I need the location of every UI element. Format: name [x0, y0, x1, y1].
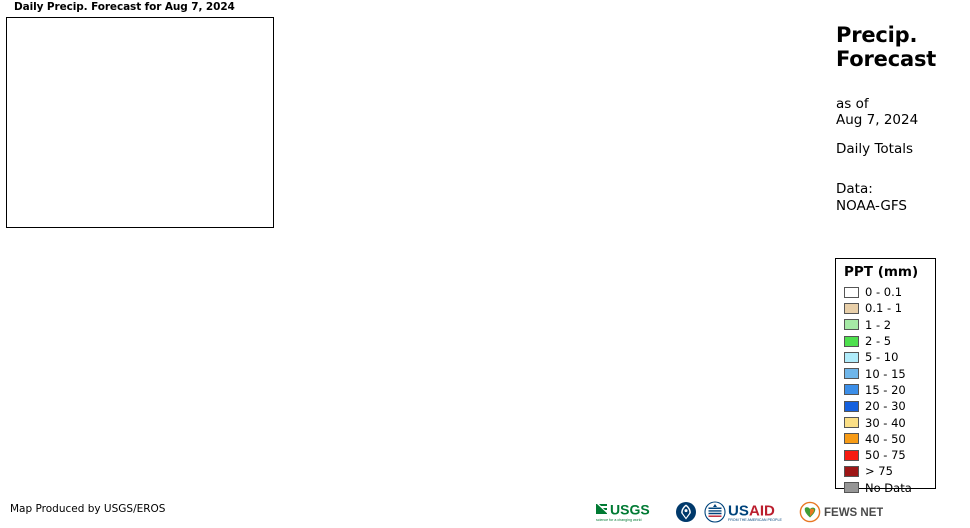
as-of-block: as of Aug 7, 2024 — [836, 95, 919, 129]
legend-row: No Data — [844, 480, 935, 496]
totals-label: Daily Totals — [836, 141, 914, 158]
legend-row: > 75 — [844, 463, 935, 479]
legend-label: 50 - 75 — [865, 448, 906, 463]
precip-map-canvas[interactable] — [7, 18, 273, 227]
legend-row: 50 - 75 — [844, 447, 935, 463]
legend-swatch — [844, 335, 859, 347]
legend-label: 40 - 50 — [865, 431, 906, 446]
svg-text:USGS: USGS — [610, 502, 650, 518]
legend-label: 30 - 40 — [865, 415, 906, 430]
forecast-panel-grid: Daily Precip. Forecast for Aug 7, 2024 — [0, 0, 280, 228]
legend-label: No Data — [865, 480, 912, 495]
svg-text:FROM THE AMERICAN PEOPLE: FROM THE AMERICAN PEOPLE — [728, 518, 782, 522]
legend-swatch — [844, 351, 859, 363]
legend-label: 2 - 5 — [865, 334, 892, 349]
legend-row: 2 - 5 — [844, 333, 935, 349]
legend-label: 0.1 - 1 — [865, 301, 903, 316]
legend-row: 15 - 20 — [844, 382, 935, 398]
legend-swatch — [844, 417, 859, 429]
legend-row: 0 - 0.1 — [844, 284, 935, 300]
legend-row: 40 - 50 — [844, 431, 935, 447]
svg-text:FEWS NET: FEWS NET — [824, 507, 883, 519]
legend-row: 10 - 15 — [844, 365, 935, 381]
legend-label: 10 - 15 — [865, 366, 906, 381]
usaid-logo: US AID FROM THE AMERICAN PEOPLE — [704, 501, 792, 523]
legend-label: 20 - 30 — [865, 399, 906, 414]
legend-row: 5 - 10 — [844, 349, 935, 365]
legend-label: 0 - 0.1 — [865, 285, 903, 300]
legend-swatch — [844, 400, 859, 412]
legend-label: 5 - 10 — [865, 350, 899, 365]
legend-swatch — [844, 482, 859, 494]
legend-label: 1 - 2 — [865, 317, 892, 332]
legend-swatch — [844, 302, 859, 314]
legend-swatch — [844, 465, 859, 477]
map-credit: Map Produced by USGS/EROS — [10, 503, 166, 515]
legend-swatch — [844, 319, 859, 331]
svg-text:US: US — [728, 503, 749, 520]
data-source-block: Data: NOAA-GFS — [836, 181, 907, 214]
fewsnet-logo: FEWS NET — [799, 501, 883, 523]
legend-label: > 75 — [865, 464, 893, 479]
legend-row: 20 - 30 — [844, 398, 935, 414]
forecast-panel: Daily Precip. Forecast for Aug 7, 2024 — [0, 0, 280, 228]
logo-bar: USGS science for a changing world US AID… — [594, 499, 883, 525]
legend-swatch — [844, 384, 859, 396]
legend-row: 1 - 2 — [844, 317, 935, 333]
legend-swatch — [844, 286, 859, 298]
side-header-title: Precip. Forecast — [836, 23, 937, 71]
noaa-logo — [675, 501, 697, 523]
usgs-logo: USGS science for a changing world — [594, 501, 668, 523]
legend-label: 15 - 20 — [865, 382, 906, 397]
legend-swatch — [844, 449, 859, 461]
side-header: Precip. Forecast as of Aug 7, 2024 Daily… — [836, 23, 970, 214]
svg-text:science for a changing world: science for a changing world — [596, 518, 642, 522]
legend-title: PPT (mm) — [844, 264, 919, 280]
map-frame[interactable] — [6, 17, 274, 228]
legend-row: 30 - 40 — [844, 414, 935, 430]
panel-title: Daily Precip. Forecast for Aug 7, 2024 — [14, 1, 235, 13]
legend-row: 0.1 - 1 — [844, 300, 935, 316]
legend-swatch — [844, 433, 859, 445]
svg-text:AID: AID — [749, 503, 775, 520]
legend-swatch — [844, 368, 859, 380]
